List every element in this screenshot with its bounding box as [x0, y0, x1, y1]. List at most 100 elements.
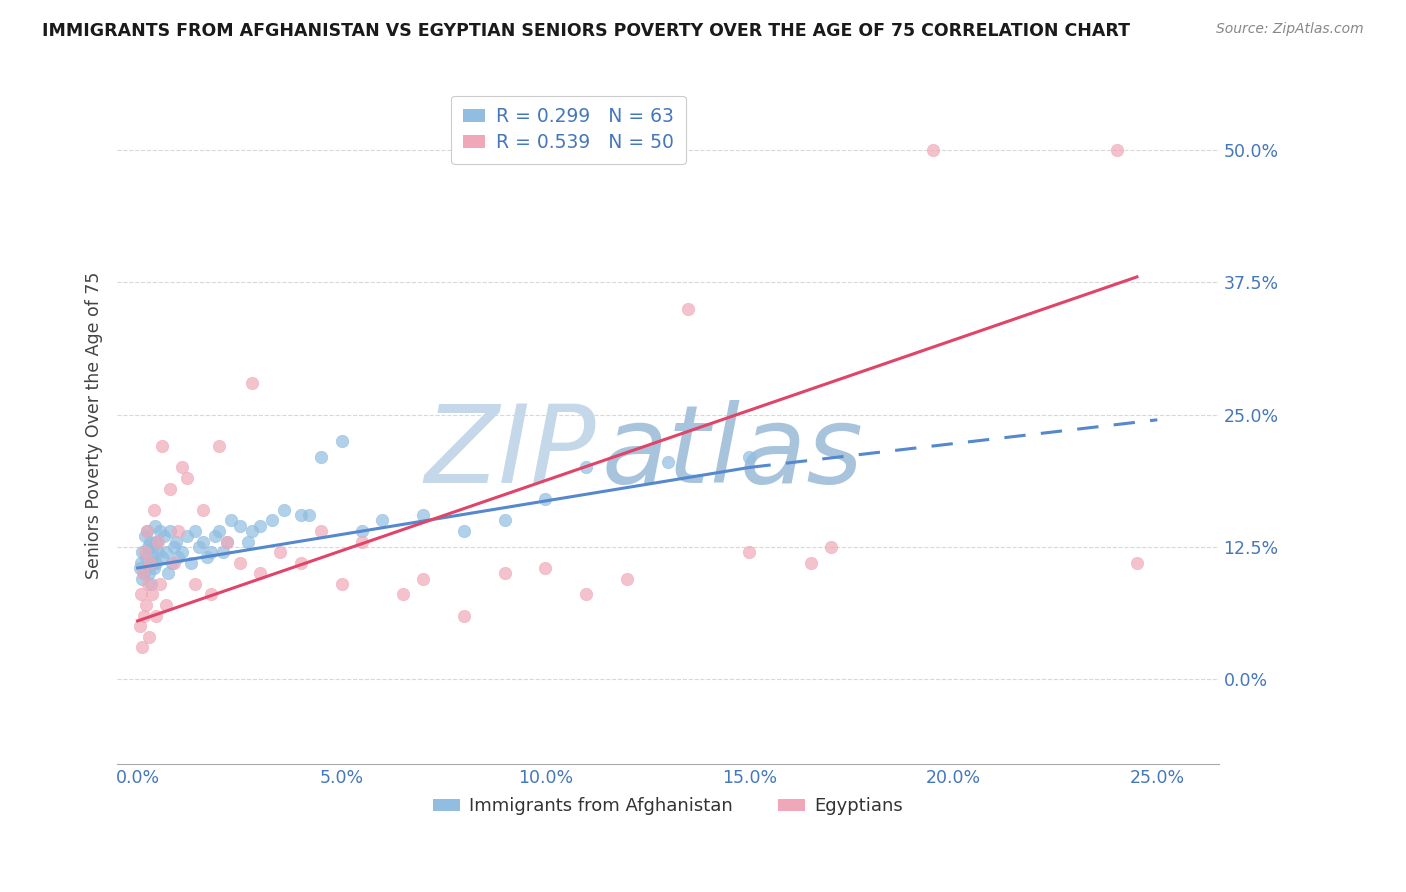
Point	[146, 545, 169, 559]
Point	[453, 524, 475, 538]
Point	[142, 502, 165, 516]
Point	[240, 376, 263, 390]
Point	[176, 529, 198, 543]
Point	[176, 471, 198, 485]
Point	[678, 301, 700, 316]
Point	[240, 524, 263, 538]
Point	[208, 524, 231, 538]
Point	[269, 545, 291, 559]
Point	[191, 502, 214, 516]
Point	[136, 577, 159, 591]
Point	[236, 534, 259, 549]
Point	[350, 524, 373, 538]
Point	[575, 587, 598, 601]
Point	[200, 587, 222, 601]
Point	[143, 518, 166, 533]
Point	[221, 513, 243, 527]
Point	[159, 524, 181, 538]
Point	[371, 513, 394, 527]
Point	[128, 561, 150, 575]
Point	[146, 534, 169, 549]
Point	[141, 587, 163, 601]
Point	[309, 524, 332, 538]
Text: ZIP: ZIP	[425, 400, 596, 505]
Point	[135, 550, 157, 565]
Point	[129, 587, 152, 601]
Point	[249, 518, 271, 533]
Point	[142, 540, 165, 554]
Point	[129, 556, 152, 570]
Point	[145, 556, 167, 570]
Point	[132, 566, 155, 581]
Point	[330, 434, 353, 448]
Point	[534, 492, 557, 507]
Point	[191, 534, 214, 549]
Point	[290, 556, 312, 570]
Point	[228, 556, 250, 570]
Point	[142, 561, 165, 575]
Point	[150, 550, 173, 565]
Point	[412, 572, 434, 586]
Text: Source: ZipAtlas.com: Source: ZipAtlas.com	[1216, 22, 1364, 37]
Point	[146, 534, 169, 549]
Point	[922, 143, 945, 157]
Point	[149, 524, 172, 538]
Point	[249, 566, 271, 581]
Text: IMMIGRANTS FROM AFGHANISTAN VS EGYPTIAN SENIORS POVERTY OVER THE AGE OF 75 CORRE: IMMIGRANTS FROM AFGHANISTAN VS EGYPTIAN …	[42, 22, 1130, 40]
Point	[738, 545, 761, 559]
Point	[183, 577, 205, 591]
Point	[195, 550, 218, 565]
Point	[350, 534, 373, 549]
Point	[172, 545, 194, 559]
Point	[167, 550, 190, 565]
Point	[165, 534, 187, 549]
Point	[150, 439, 173, 453]
Point	[217, 534, 239, 549]
Point	[138, 630, 160, 644]
Point	[204, 529, 226, 543]
Point	[163, 540, 186, 554]
Point	[534, 561, 557, 575]
Point	[800, 556, 823, 570]
Point	[139, 556, 162, 570]
Point	[1105, 143, 1128, 157]
Point	[138, 566, 160, 581]
Point	[131, 572, 153, 586]
Text: atlas: atlas	[602, 400, 863, 505]
Point	[132, 566, 155, 581]
Point	[131, 640, 153, 655]
Point	[136, 540, 159, 554]
Point	[180, 556, 202, 570]
Point	[128, 619, 150, 633]
Point	[139, 577, 162, 591]
Point	[494, 513, 516, 527]
Point	[162, 556, 184, 570]
Point	[155, 545, 177, 559]
Point	[228, 518, 250, 533]
Point	[183, 524, 205, 538]
Point	[1126, 556, 1149, 570]
Point	[453, 608, 475, 623]
Point	[145, 534, 167, 549]
Point	[135, 598, 157, 612]
Point	[139, 534, 162, 549]
Point	[494, 566, 516, 581]
Point	[330, 577, 353, 591]
Point	[136, 524, 159, 538]
Point	[163, 556, 186, 570]
Point	[141, 550, 163, 565]
Point	[217, 534, 239, 549]
Point	[187, 540, 209, 554]
Point	[131, 545, 153, 559]
Point	[167, 524, 190, 538]
Point	[132, 608, 155, 623]
Point	[145, 608, 167, 623]
Point	[149, 577, 172, 591]
Point	[412, 508, 434, 522]
Point	[153, 529, 176, 543]
Point	[273, 502, 295, 516]
Point	[391, 587, 413, 601]
Point	[159, 482, 181, 496]
Point	[820, 540, 842, 554]
Point	[616, 572, 638, 586]
